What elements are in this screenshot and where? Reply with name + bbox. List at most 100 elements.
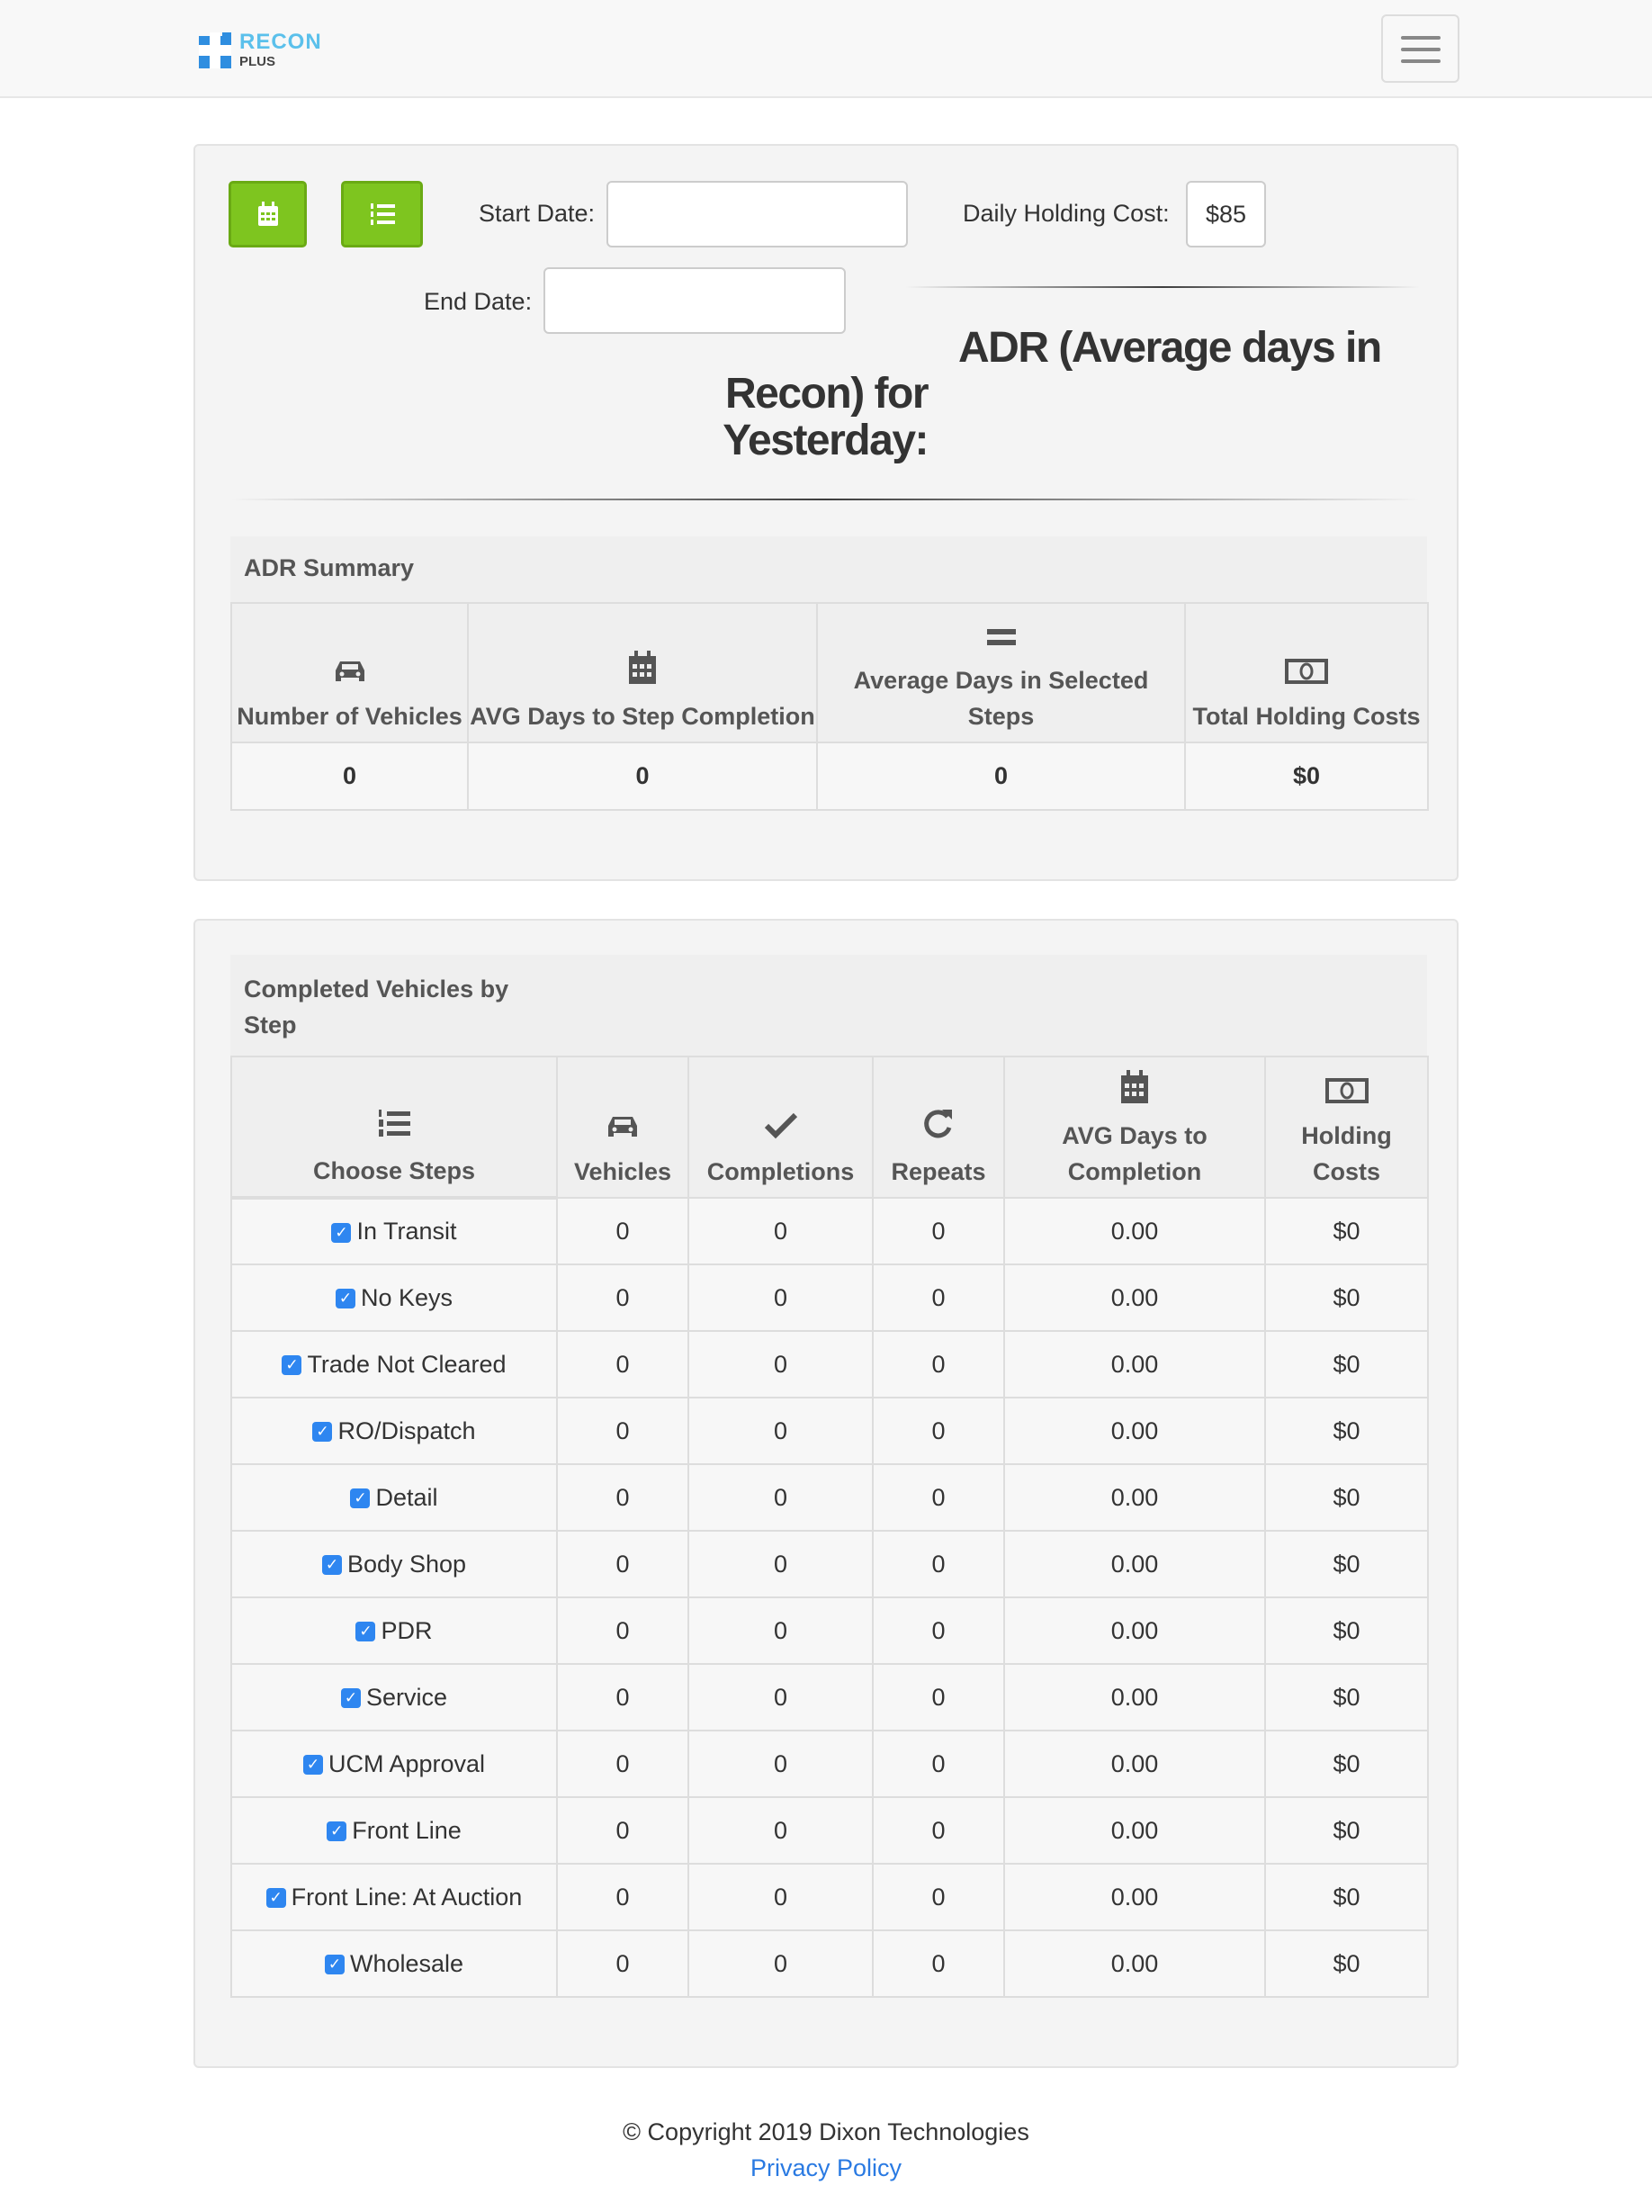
step-checkbox[interactable]: ✓: [327, 1821, 347, 1842]
holding-cell: $0: [1264, 1463, 1429, 1532]
avg_days-cell: 0.00: [1003, 1330, 1266, 1398]
repeats-cell: 0: [872, 1730, 1005, 1798]
vehicles-cell: 0: [556, 1463, 689, 1532]
vehicles-cell: 0: [556, 1263, 689, 1332]
completions-cell: 0: [687, 1863, 874, 1931]
avg_days-cell: 0.00: [1003, 1530, 1266, 1598]
logo[interactable]: RECON PLUS: [199, 30, 321, 70]
vehicles-cell: 0: [556, 1796, 689, 1865]
step-checkbox[interactable]: ✓: [302, 1755, 323, 1776]
list-ol-icon: [232, 1109, 556, 1149]
divider: [230, 499, 1420, 500]
completions-cell: 0: [687, 1197, 874, 1265]
holding-cell: $0: [1264, 1796, 1429, 1865]
equals-icon: [818, 623, 1184, 659]
holding-cell: $0: [1264, 1929, 1429, 1998]
completions-cell: 0: [687, 1796, 874, 1865]
completions-cell: 0: [687, 1596, 874, 1665]
filter-panel: Start Date: Daily Holding Cost: $85 End …: [193, 144, 1459, 881]
summary-value: $0: [1184, 742, 1429, 811]
copyright: © Copyright 2019 Dixon Technologies: [623, 2118, 1029, 2145]
step-list-button[interactable]: [341, 181, 423, 247]
holding-cell: $0: [1264, 1397, 1429, 1465]
car-icon: [232, 658, 467, 695]
money-icon: [1266, 1077, 1427, 1114]
steps-header-1: Vehicles: [556, 1056, 689, 1199]
step-cell: ✓ Body Shop: [230, 1530, 558, 1598]
avg_days-cell: 0.00: [1003, 1863, 1266, 1931]
money-icon: [1186, 658, 1427, 695]
completions-cell: 0: [687, 1530, 874, 1598]
completions-cell: 0: [687, 1463, 874, 1532]
avg_days-cell: 0.00: [1003, 1663, 1266, 1731]
repeats-cell: 0: [872, 1596, 1005, 1665]
step-checkbox[interactable]: ✓: [350, 1488, 371, 1509]
step-cell: ✓ RO/Dispatch: [230, 1397, 558, 1465]
avg_days-cell: 0.00: [1003, 1796, 1266, 1865]
holding-cell: $0: [1264, 1197, 1429, 1265]
step-checkbox[interactable]: ✓: [324, 1955, 345, 1975]
start-date-input[interactable]: [606, 181, 908, 247]
step-checkbox[interactable]: ✓: [321, 1555, 342, 1576]
table-row: ✓ No Keys 0 0 0 0.00 $0: [230, 1263, 1429, 1332]
vehicles-cell: 0: [556, 1330, 689, 1398]
steps-header-0: Choose Steps: [230, 1056, 558, 1200]
menu-toggle-button[interactable]: [1381, 14, 1459, 83]
step-cell: ✓ In Transit: [230, 1197, 558, 1265]
step-cell: ✓ UCM Approval: [230, 1730, 558, 1798]
holding-cell: $0: [1264, 1663, 1429, 1731]
completions-cell: 0: [687, 1330, 874, 1398]
table-row: ✓ Front Line: At Auction 0 0 0 0.00 $0: [230, 1863, 1429, 1931]
completions-cell: 0: [687, 1730, 874, 1798]
vehicles-cell: 0: [556, 1197, 689, 1265]
repeats-cell: 0: [872, 1330, 1005, 1398]
table-row: ✓ Detail 0 0 0 0.00 $0: [230, 1463, 1429, 1532]
list-ol-icon: [370, 203, 395, 225]
calendar-icon: [1005, 1070, 1264, 1114]
repeats-cell: 0: [872, 1863, 1005, 1931]
step-checkbox[interactable]: ✓: [331, 1222, 352, 1243]
table-row: ✓ Body Shop 0 0 0 0.00 $0: [230, 1530, 1429, 1598]
completed-vehicles-panel: Completed Vehicles by Step Choose Steps V…: [193, 919, 1459, 2068]
logo-cross-icon: [199, 32, 231, 68]
repeats-cell: 0: [872, 1530, 1005, 1598]
vehicles-cell: 0: [556, 1730, 689, 1798]
step-checkbox[interactable]: ✓: [335, 1289, 355, 1309]
table-row: ✓ RO/Dispatch 0 0 0 0.00 $0: [230, 1397, 1429, 1465]
summary-header-2: Average Days in Selected Steps: [816, 602, 1186, 743]
step-checkbox[interactable]: ✓: [355, 1622, 376, 1642]
repeat-icon: [874, 1106, 1003, 1150]
holding-cell: $0: [1264, 1863, 1429, 1931]
vehicles-cell: 0: [556, 1863, 689, 1931]
adr-heading-line2: Recon) for: [725, 370, 929, 418]
completed-vehicles-title: Completed Vehicles by Step: [230, 955, 1427, 1057]
step-checkbox[interactable]: ✓: [340, 1688, 361, 1709]
holding-cell: $0: [1264, 1263, 1429, 1332]
avg_days-cell: 0.00: [1003, 1197, 1266, 1265]
step-cell: ✓ Front Line: At Auction: [230, 1863, 558, 1931]
vehicles-cell: 0: [556, 1663, 689, 1731]
daily-holding-cost-input[interactable]: $85: [1186, 181, 1266, 247]
step-cell: ✓ Wholesale: [230, 1929, 558, 1998]
holding-cell: $0: [1264, 1596, 1429, 1665]
completed-vehicles-table: Choose Steps Vehicles Completions Repeats AV…: [230, 1056, 1429, 1998]
summary-value: 0: [467, 742, 818, 811]
end-date-input[interactable]: [543, 267, 846, 334]
summary-value: 0: [816, 742, 1186, 811]
avg_days-cell: 0.00: [1003, 1397, 1266, 1465]
avg_days-cell: 0.00: [1003, 1263, 1266, 1332]
summary-value: 0: [230, 742, 469, 811]
holding-cell: $0: [1264, 1330, 1429, 1398]
step-cell: ✓ Front Line: [230, 1796, 558, 1865]
calendar-icon: [469, 651, 816, 695]
step-checkbox[interactable]: ✓: [312, 1422, 333, 1443]
avg_days-cell: 0.00: [1003, 1596, 1266, 1665]
check-icon: [689, 1111, 872, 1150]
privacy-policy-link[interactable]: Privacy Policy: [750, 2154, 902, 2181]
completions-cell: 0: [687, 1263, 874, 1332]
step-checkbox[interactable]: ✓: [282, 1355, 302, 1376]
repeats-cell: 0: [872, 1263, 1005, 1332]
summary-header-3: Total Holding Costs: [1184, 602, 1429, 743]
step-checkbox[interactable]: ✓: [265, 1888, 286, 1909]
calendar-button[interactable]: [229, 181, 307, 247]
